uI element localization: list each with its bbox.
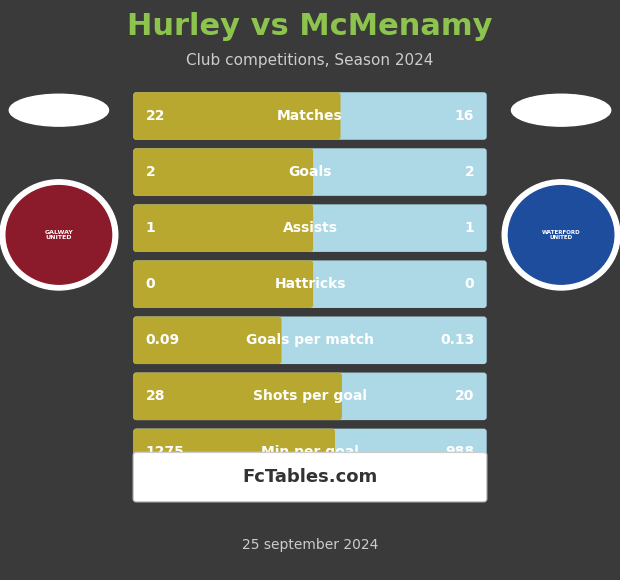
Text: 2: 2 bbox=[464, 165, 474, 179]
FancyBboxPatch shape bbox=[133, 429, 487, 476]
Text: FcTables.com: FcTables.com bbox=[242, 468, 378, 486]
Circle shape bbox=[6, 186, 112, 284]
Ellipse shape bbox=[512, 94, 611, 126]
FancyBboxPatch shape bbox=[133, 452, 487, 502]
FancyBboxPatch shape bbox=[133, 372, 342, 420]
Text: Shots per goal: Shots per goal bbox=[253, 389, 367, 403]
Text: 0.09: 0.09 bbox=[146, 334, 180, 347]
Text: 22: 22 bbox=[146, 109, 165, 123]
Text: Matches: Matches bbox=[277, 109, 343, 123]
Text: 0.13: 0.13 bbox=[440, 334, 474, 347]
Text: 1: 1 bbox=[464, 221, 474, 235]
Text: 28: 28 bbox=[146, 389, 165, 403]
FancyBboxPatch shape bbox=[133, 372, 487, 420]
FancyBboxPatch shape bbox=[133, 317, 487, 364]
Text: Hurley vs McMenamy: Hurley vs McMenamy bbox=[127, 12, 493, 41]
Ellipse shape bbox=[9, 94, 108, 126]
FancyBboxPatch shape bbox=[133, 317, 281, 364]
Text: GALWAY
UNITED: GALWAY UNITED bbox=[45, 230, 73, 240]
FancyBboxPatch shape bbox=[133, 92, 340, 140]
FancyBboxPatch shape bbox=[133, 204, 487, 252]
Text: Goals: Goals bbox=[288, 165, 332, 179]
Text: 25 september 2024: 25 september 2024 bbox=[242, 538, 378, 552]
FancyBboxPatch shape bbox=[133, 260, 313, 308]
Text: 0: 0 bbox=[464, 277, 474, 291]
Circle shape bbox=[508, 186, 614, 284]
Circle shape bbox=[502, 180, 620, 290]
FancyBboxPatch shape bbox=[133, 148, 313, 196]
FancyBboxPatch shape bbox=[133, 429, 335, 476]
Text: 988: 988 bbox=[445, 445, 474, 459]
Text: Hattricks: Hattricks bbox=[274, 277, 346, 291]
Text: Goals per match: Goals per match bbox=[246, 334, 374, 347]
FancyBboxPatch shape bbox=[133, 92, 487, 140]
Circle shape bbox=[0, 180, 118, 290]
FancyBboxPatch shape bbox=[133, 204, 313, 252]
Text: 1275: 1275 bbox=[146, 445, 185, 459]
FancyBboxPatch shape bbox=[133, 148, 487, 196]
Text: 0: 0 bbox=[146, 277, 156, 291]
Text: Club competitions, Season 2024: Club competitions, Season 2024 bbox=[187, 53, 433, 68]
Text: 16: 16 bbox=[455, 109, 474, 123]
Text: Assists: Assists bbox=[283, 221, 337, 235]
Text: 20: 20 bbox=[455, 389, 474, 403]
FancyBboxPatch shape bbox=[133, 260, 487, 308]
Text: 1: 1 bbox=[146, 221, 156, 235]
Text: WATERFORD
UNITED: WATERFORD UNITED bbox=[542, 230, 580, 240]
Text: 2: 2 bbox=[146, 165, 156, 179]
Text: Min per goal: Min per goal bbox=[261, 445, 359, 459]
